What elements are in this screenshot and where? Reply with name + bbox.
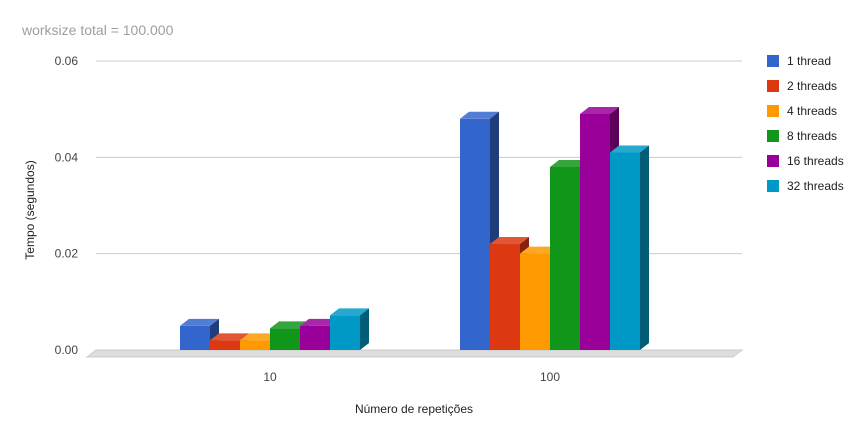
y-tick-label: 0.00 xyxy=(55,343,79,357)
bar-front xyxy=(300,325,330,350)
bar-top xyxy=(180,318,219,326)
legend-item: 16 threads xyxy=(767,154,844,168)
bar-top xyxy=(300,318,339,326)
bar-front xyxy=(330,315,360,350)
x-tick-label: 10 xyxy=(263,370,277,384)
legend-label: 1 thread xyxy=(787,54,831,68)
legend-label: 8 threads xyxy=(787,129,837,143)
bar-front xyxy=(240,340,270,350)
bar-front xyxy=(550,166,580,350)
bar-front xyxy=(580,113,610,350)
bar-top xyxy=(270,321,309,329)
legend-item: 8 threads xyxy=(767,129,837,143)
bar-front xyxy=(490,244,520,350)
legend-swatch xyxy=(767,180,779,192)
x-axis-label: Número de repetições xyxy=(355,402,473,416)
legend-swatch xyxy=(767,80,779,92)
bar-front xyxy=(210,340,240,350)
y-tick-label: 0.04 xyxy=(55,150,79,164)
bar-top xyxy=(610,145,649,153)
bar xyxy=(460,111,499,350)
legend-item: 1 thread xyxy=(767,54,831,68)
legend-label: 4 threads xyxy=(787,104,837,118)
x-axis-ticks: 10 100 xyxy=(263,370,560,384)
legend-label: 2 threads xyxy=(787,79,837,93)
x-tick-label: 100 xyxy=(540,370,560,384)
floor-plane xyxy=(85,349,744,358)
legend-item: 4 threads xyxy=(767,104,837,118)
bar-top xyxy=(580,106,619,114)
legend: 1 thread 2 threads 4 threads 8 threads 16 th… xyxy=(767,54,844,193)
bar-front xyxy=(610,152,640,350)
legend-label: 32 threads xyxy=(787,179,844,193)
bar-front xyxy=(460,118,490,350)
chart-title: worksize total = 100.000 xyxy=(21,22,174,38)
legend-swatch xyxy=(767,55,779,67)
bars xyxy=(180,106,649,350)
bar-side xyxy=(640,145,649,350)
bar xyxy=(330,308,369,350)
bar-side xyxy=(360,308,369,350)
bar-front xyxy=(180,325,210,350)
y-tick-label: 0.02 xyxy=(55,247,79,261)
bar-top xyxy=(240,333,279,341)
bar-top xyxy=(490,237,529,245)
legend-swatch xyxy=(767,105,779,117)
legend-item: 32 threads xyxy=(767,179,844,193)
legend-item: 2 threads xyxy=(767,79,837,93)
bar-front xyxy=(270,328,300,350)
bar-top xyxy=(210,333,249,341)
legend-label: 16 threads xyxy=(787,154,844,168)
bar-front xyxy=(520,253,550,350)
bar-top xyxy=(460,111,499,119)
bar xyxy=(610,145,649,350)
bar-top xyxy=(520,246,559,254)
legend-swatch xyxy=(767,130,779,142)
chart-floor xyxy=(85,349,744,358)
y-axis-label: Tempo (segundos) xyxy=(23,160,37,259)
legend-swatch xyxy=(767,155,779,167)
bar-top xyxy=(330,308,369,316)
y-tick-label: 0.06 xyxy=(55,54,79,68)
bar-top xyxy=(550,159,589,167)
y-axis-ticks: 0.00 0.02 0.04 0.06 xyxy=(55,54,79,357)
